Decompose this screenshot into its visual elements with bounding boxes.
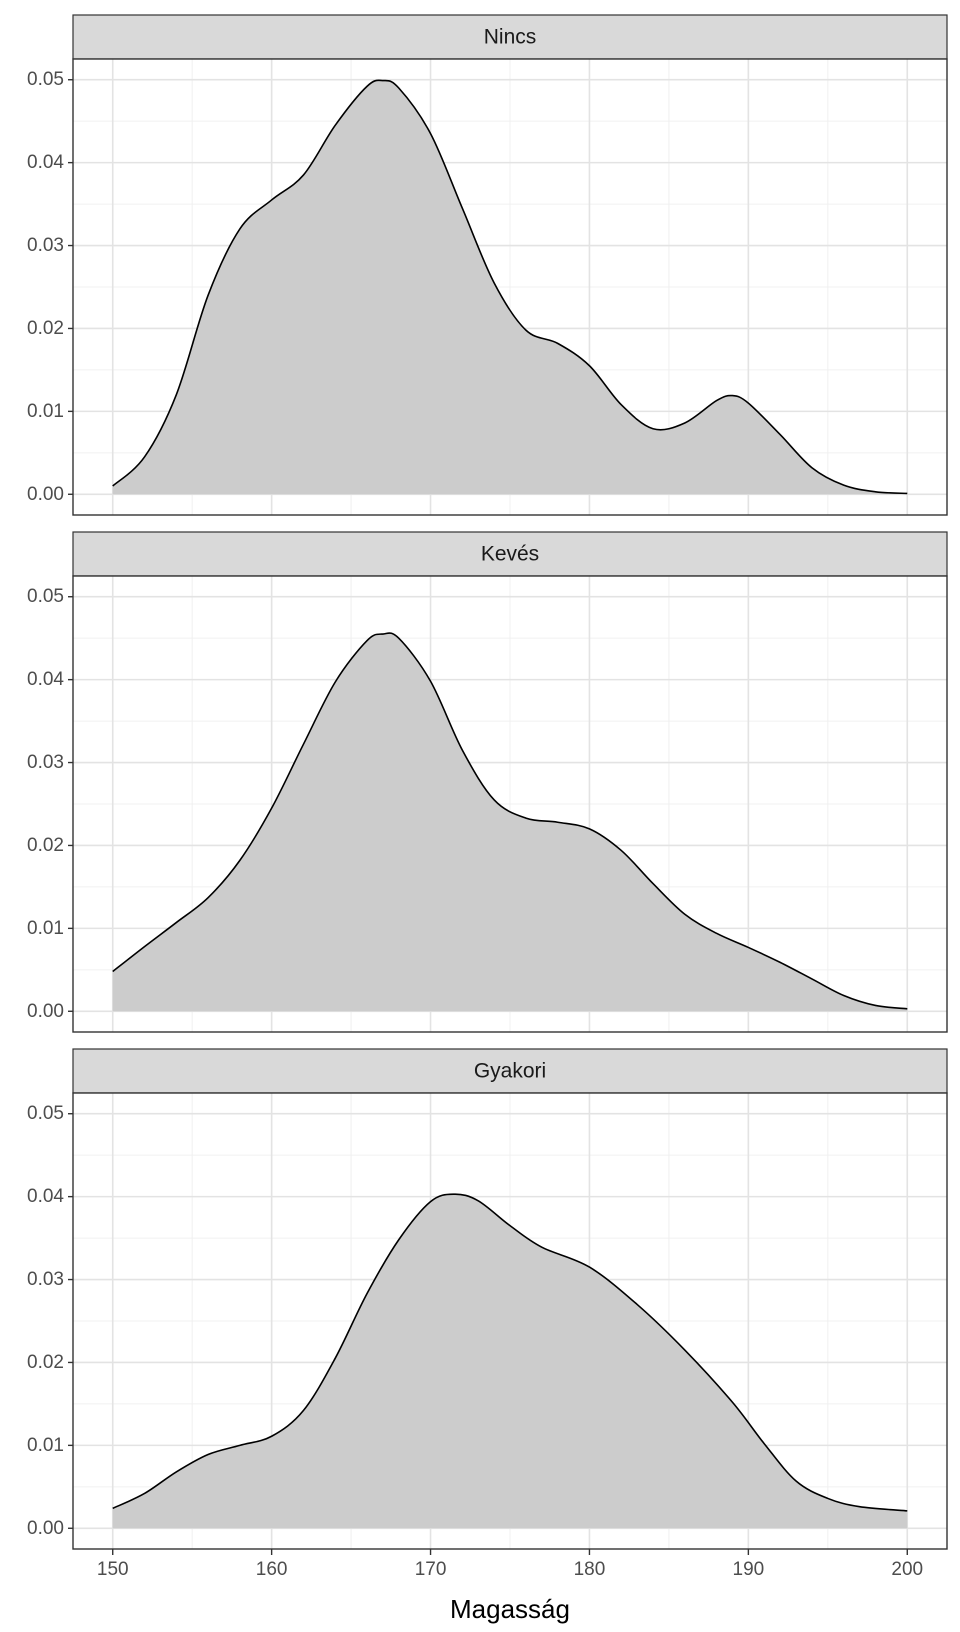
strip-label-gyakori: Gyakori	[474, 1060, 546, 1083]
density-line-gyakori	[112, 1193, 908, 1512]
panel-border-gyakori	[72, 1092, 948, 1550]
density-line-kevs	[112, 632, 908, 1010]
y-tick-label: 0.05	[27, 1103, 64, 1124]
y-tick-label: 0.04	[27, 1186, 64, 1207]
y-tick-label: 0.03	[27, 752, 64, 773]
panel-gyakori: Gyakori 0.00 0.01 0.02 0.03 0.04 0.05	[27, 1048, 948, 1550]
panel-nincs: Nincs 0.00 0.01 0.02 0.03 0.04 0.05	[27, 14, 948, 516]
x-axis-title: Magasság	[450, 1594, 570, 1624]
y-tick-label: 0.03	[27, 1269, 64, 1290]
x-tick-label: 150	[97, 1559, 129, 1580]
y-tick-label: 0.04	[27, 152, 64, 173]
density-line-nincs	[112, 79, 908, 495]
y-tick-label: 0.05	[27, 586, 64, 607]
strip-gyakori	[72, 1048, 948, 1094]
y-tick-label: 0.03	[27, 235, 64, 256]
y-tick-label: 0.00	[27, 1518, 64, 1539]
strip-nincs	[72, 14, 948, 60]
y-tick-label: 0.00	[27, 484, 64, 505]
density-area-kevs	[112, 632, 908, 1012]
density-area-gyakori	[112, 1194, 908, 1529]
panel-border-kevs	[72, 575, 948, 1033]
x-tick-label: 170	[415, 1559, 447, 1580]
y-tick-label: 0.02	[27, 1352, 64, 1373]
strip-label-nincs: Nincs	[484, 26, 537, 49]
density-area-nincs	[112, 80, 908, 495]
strip-label-keves: Kevés	[481, 543, 539, 566]
x-tick-label: 200	[891, 1559, 923, 1580]
strip-keves	[72, 531, 948, 577]
y-tick-label: 0.01	[27, 1435, 64, 1456]
x-tick-label: 160	[256, 1559, 288, 1580]
panel-keves: Kevés 0.00 0.01 0.02 0.03 0.04 0.05	[27, 531, 948, 1033]
y-tick-label: 0.02	[27, 318, 64, 339]
y-tick-label: 0.01	[27, 918, 64, 939]
x-axis: 150 160 170 180 190 200	[97, 1549, 923, 1580]
x-tick-label: 180	[574, 1559, 606, 1580]
y-tick-label: 0.01	[27, 401, 64, 422]
y-tick-label: 0.02	[27, 835, 64, 856]
y-tick-label: 0.00	[27, 1001, 64, 1022]
panel-border-nincs	[72, 58, 948, 516]
x-tick-label: 190	[733, 1559, 765, 1580]
y-tick-label: 0.05	[27, 69, 64, 90]
y-tick-label: 0.04	[27, 669, 64, 690]
